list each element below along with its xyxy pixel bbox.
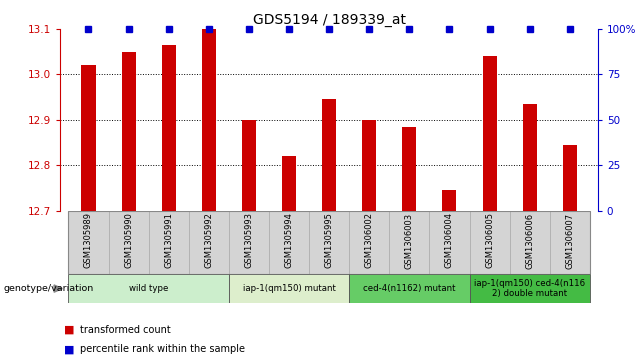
Bar	[162, 45, 176, 211]
Text: ■: ■	[64, 325, 74, 335]
Bar	[269, 211, 309, 274]
Text: ■: ■	[64, 344, 74, 354]
Text: percentile rank within the sample: percentile rank within the sample	[80, 344, 244, 354]
Bar	[69, 211, 109, 274]
Bar	[469, 211, 509, 274]
Bar	[229, 211, 269, 274]
Bar	[469, 274, 590, 303]
Bar	[403, 127, 417, 211]
Bar	[69, 274, 229, 303]
Bar	[309, 211, 349, 274]
Text: genotype/variation: genotype/variation	[3, 284, 93, 293]
Bar	[229, 274, 349, 303]
Text: GSM1306005: GSM1306005	[485, 212, 494, 269]
Bar	[121, 52, 135, 211]
Text: GSM1305993: GSM1305993	[244, 212, 253, 269]
Text: GSM1305992: GSM1305992	[204, 212, 213, 268]
Title: GDS5194 / 189339_at: GDS5194 / 189339_at	[252, 13, 406, 26]
Bar	[363, 120, 377, 211]
Text: ced-4(n1162) mutant: ced-4(n1162) mutant	[363, 284, 455, 293]
Bar	[322, 99, 336, 211]
Bar	[563, 145, 577, 211]
Bar	[189, 211, 229, 274]
Text: GSM1306007: GSM1306007	[565, 212, 574, 269]
Text: GSM1306003: GSM1306003	[405, 212, 414, 269]
Bar	[202, 29, 216, 211]
Bar	[349, 274, 469, 303]
Bar	[282, 156, 296, 211]
Bar	[483, 56, 497, 211]
Text: transformed count: transformed count	[80, 325, 170, 335]
Text: GSM1306004: GSM1306004	[445, 212, 454, 269]
Text: iap-1(qm150) mutant: iap-1(qm150) mutant	[242, 284, 335, 293]
Text: wild type: wild type	[129, 284, 169, 293]
Bar	[81, 65, 95, 211]
Text: GSM1306002: GSM1306002	[364, 212, 374, 269]
Bar	[550, 211, 590, 274]
Bar	[109, 211, 149, 274]
Text: GSM1305990: GSM1305990	[124, 212, 133, 268]
Bar	[349, 211, 389, 274]
Bar	[443, 190, 457, 211]
Bar	[149, 211, 189, 274]
Bar	[389, 211, 429, 274]
Text: GSM1305991: GSM1305991	[164, 212, 173, 268]
Text: GSM1305994: GSM1305994	[284, 212, 294, 268]
Polygon shape	[54, 285, 62, 292]
Bar	[242, 120, 256, 211]
Bar	[509, 211, 550, 274]
Text: GSM1305995: GSM1305995	[324, 212, 334, 268]
Text: iap-1(qm150) ced-4(n116
2) double mutant: iap-1(qm150) ced-4(n116 2) double mutant	[474, 279, 585, 298]
Text: GSM1306006: GSM1306006	[525, 212, 534, 269]
Bar	[429, 211, 469, 274]
Text: GSM1305989: GSM1305989	[84, 212, 93, 269]
Bar	[523, 104, 537, 211]
